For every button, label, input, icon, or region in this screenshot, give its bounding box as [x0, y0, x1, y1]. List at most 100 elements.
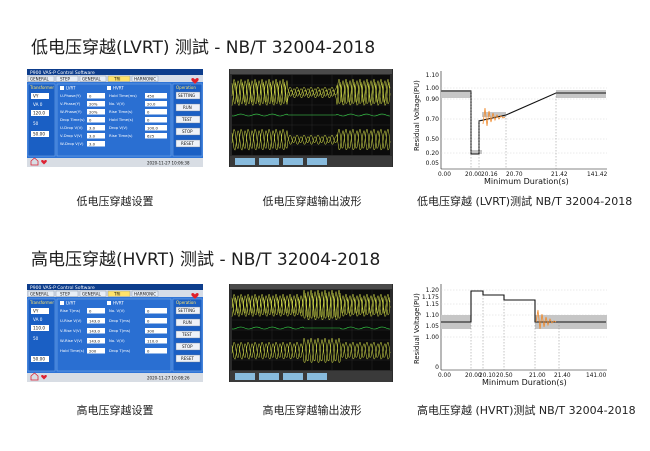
svg-text:U-Rise V(V): U-Rise V(V)	[60, 318, 82, 323]
tab-general-2: GENERAL	[82, 291, 102, 296]
svg-text:3.0: 3.0	[89, 125, 96, 130]
waveform-trace	[231, 292, 391, 321]
waveform-trace	[231, 291, 391, 319]
reset-button: RESET	[181, 141, 194, 146]
section-title-lvrt: 低电压穿越(LVRT) 测試 - NB/T 32004-2018	[31, 38, 376, 58]
svg-text:Drop T(ms): Drop T(ms)	[109, 318, 131, 323]
svg-text:110.0: 110.0	[147, 338, 158, 343]
hvrt-settings-screenshot: P900 VAS-P Control Software GENERAL STEP…	[27, 284, 203, 382]
lvrt-ylabel: Residual Voltage(PU)	[413, 80, 421, 151]
lvrt-ytick: 1.00	[426, 85, 440, 92]
svg-text:20%: 20%	[89, 101, 98, 106]
hvrt-xtick: 20.50	[496, 373, 513, 379]
svg-text:0: 0	[147, 318, 150, 323]
lvrt-xtick: 20.16	[481, 172, 498, 178]
svg-text:Drop T(ms): Drop T(ms)	[109, 328, 131, 333]
hvrt-ytick: 1.15	[426, 301, 440, 308]
tab-step: STEP	[60, 76, 71, 81]
svg-text:3.0: 3.0	[89, 133, 96, 138]
svg-text:Drop V(V): Drop V(V)	[109, 125, 128, 130]
svg-text:2020-11-27 10:06:38: 2020-11-27 10:06:38	[147, 161, 190, 166]
svg-text:20%: 20%	[89, 109, 98, 114]
lvrt-waveform-top	[231, 78, 391, 107]
lvrt-waveform-mid	[231, 113, 391, 117]
tab-general: GENERAL	[30, 76, 50, 81]
lvrt-xlabel: Minimum Duration(s)	[484, 177, 569, 186]
reset-button: RESET	[181, 356, 194, 361]
stop-button: STOP	[182, 344, 193, 349]
hvrt-ytick: 1.175	[422, 294, 439, 301]
svg-text:2020-11-27 10:08:26: 2020-11-27 10:08:26	[147, 376, 190, 381]
svg-text:Drop T(ms): Drop T(ms)	[109, 348, 131, 353]
svg-text:Rise Time(s): Rise Time(s)	[109, 133, 133, 138]
waveform-trace	[231, 79, 391, 105]
svg-text:50.00: 50.00	[33, 357, 45, 362]
hvrt-oscillation	[535, 309, 557, 330]
lvrt-xtick: 141.42	[587, 172, 608, 178]
software-tab-bar: GENERAL STEP GENERAL TRI HARMONIC	[27, 290, 159, 297]
svg-text:W-Rise V(V): W-Rise V(V)	[60, 338, 83, 343]
lvrt-xtick: 20.00	[465, 172, 482, 178]
lvrt-chart: Residual Voltage(PU) 1.10 1.00 0.90 0.70…	[411, 66, 621, 181]
tab-harmonic: HARMONIC	[134, 291, 156, 296]
svg-text:Operation: Operation	[176, 300, 196, 305]
lvrt-waveform-bottom	[231, 128, 391, 151]
svg-text:W-Phase(Y): W-Phase(Y)	[60, 109, 82, 114]
svg-text:Drop Time(s): Drop Time(s)	[60, 117, 85, 122]
lvrt-settings-screenshot: P900 VAS-P Control Software GENERAL STEP…	[27, 69, 203, 167]
section-title-hvrt: 高电压穿越(HVRT) 测試 - NB/T 32004-2018	[31, 250, 381, 270]
svg-text:0: 0	[147, 109, 150, 114]
svg-text:LVRT: LVRT	[66, 301, 76, 306]
waveform-trace	[231, 337, 391, 362]
hvrt-ytick: 0	[435, 364, 439, 371]
svg-text:120.0: 120.0	[33, 111, 45, 116]
caption-hvrt-settings: 高电压穿越设置	[76, 404, 154, 417]
waveform-trace	[231, 289, 391, 318]
svg-text:VY: VY	[33, 94, 39, 99]
lvrt-xtick: 20.70	[506, 172, 523, 178]
svg-text:No. V(V): No. V(V)	[109, 308, 125, 313]
svg-text:143.0: 143.0	[89, 338, 100, 343]
svg-text:Hold Time(ms): Hold Time(ms)	[109, 93, 137, 98]
waveform-trace	[231, 326, 391, 330]
app-title: P900 VAS-P Control Software	[30, 285, 95, 291]
svg-text:450: 450	[147, 93, 155, 98]
svg-text:0: 0	[89, 93, 92, 98]
tab-step: STEP	[60, 291, 71, 296]
waveform-trace	[231, 129, 391, 151]
svg-text:0: 0	[147, 348, 150, 353]
run-button: RUN	[183, 320, 192, 325]
hvrt-xtick: 20.10	[479, 373, 496, 379]
tab-harmonic: HARMONIC	[134, 76, 156, 81]
svg-text:300: 300	[147, 328, 155, 333]
hvrt-waveform-top	[231, 289, 391, 321]
svg-text:50: 50	[33, 336, 39, 341]
lvrt-oscilloscope-screenshot	[229, 69, 393, 167]
svg-text:LVRT: LVRT	[66, 86, 76, 91]
hvrt-ytick: 1.05	[426, 323, 440, 330]
svg-text:VA 0: VA 0	[33, 317, 43, 322]
svg-text:0: 0	[147, 117, 150, 122]
hvrt-xtick: 0.00	[438, 373, 451, 379]
svg-text:V-Drop V(V): V-Drop V(V)	[60, 133, 83, 138]
caption-hvrt-standard: 高电压穿越 (HVRT)测試 NB/T 32004-2018	[417, 404, 636, 417]
setting-button: SETTING	[178, 93, 195, 98]
hvrt-xtick: 21.00	[529, 373, 546, 379]
svg-text:Rise T(ms): Rise T(ms)	[60, 308, 81, 313]
svg-text:50.00: 50.00	[33, 132, 45, 137]
hvrt-xtick: 20.00	[465, 373, 482, 379]
waveform-trace	[231, 339, 391, 363]
tab-tri: TRI	[113, 76, 120, 81]
software-tab-bar: GENERAL STEP GENERAL TRI HARMONIC	[27, 75, 159, 82]
svg-text:VA 0: VA 0	[33, 102, 43, 107]
svg-text:U-Phase(Y): U-Phase(Y)	[60, 93, 81, 98]
lvrt-ytick: 0.70	[426, 116, 440, 123]
hvrt-ytick: 1.00	[426, 334, 440, 341]
home-icon	[30, 157, 39, 166]
lvrt-ytick: 0.20	[426, 150, 440, 157]
waveform-trace	[231, 113, 391, 117]
hvrt-ytick: 1.20	[426, 287, 440, 294]
svg-text:143.0: 143.0	[89, 318, 100, 323]
hvrt-waveform-bottom	[231, 337, 391, 363]
svg-text:20.0: 20.0	[147, 101, 156, 106]
